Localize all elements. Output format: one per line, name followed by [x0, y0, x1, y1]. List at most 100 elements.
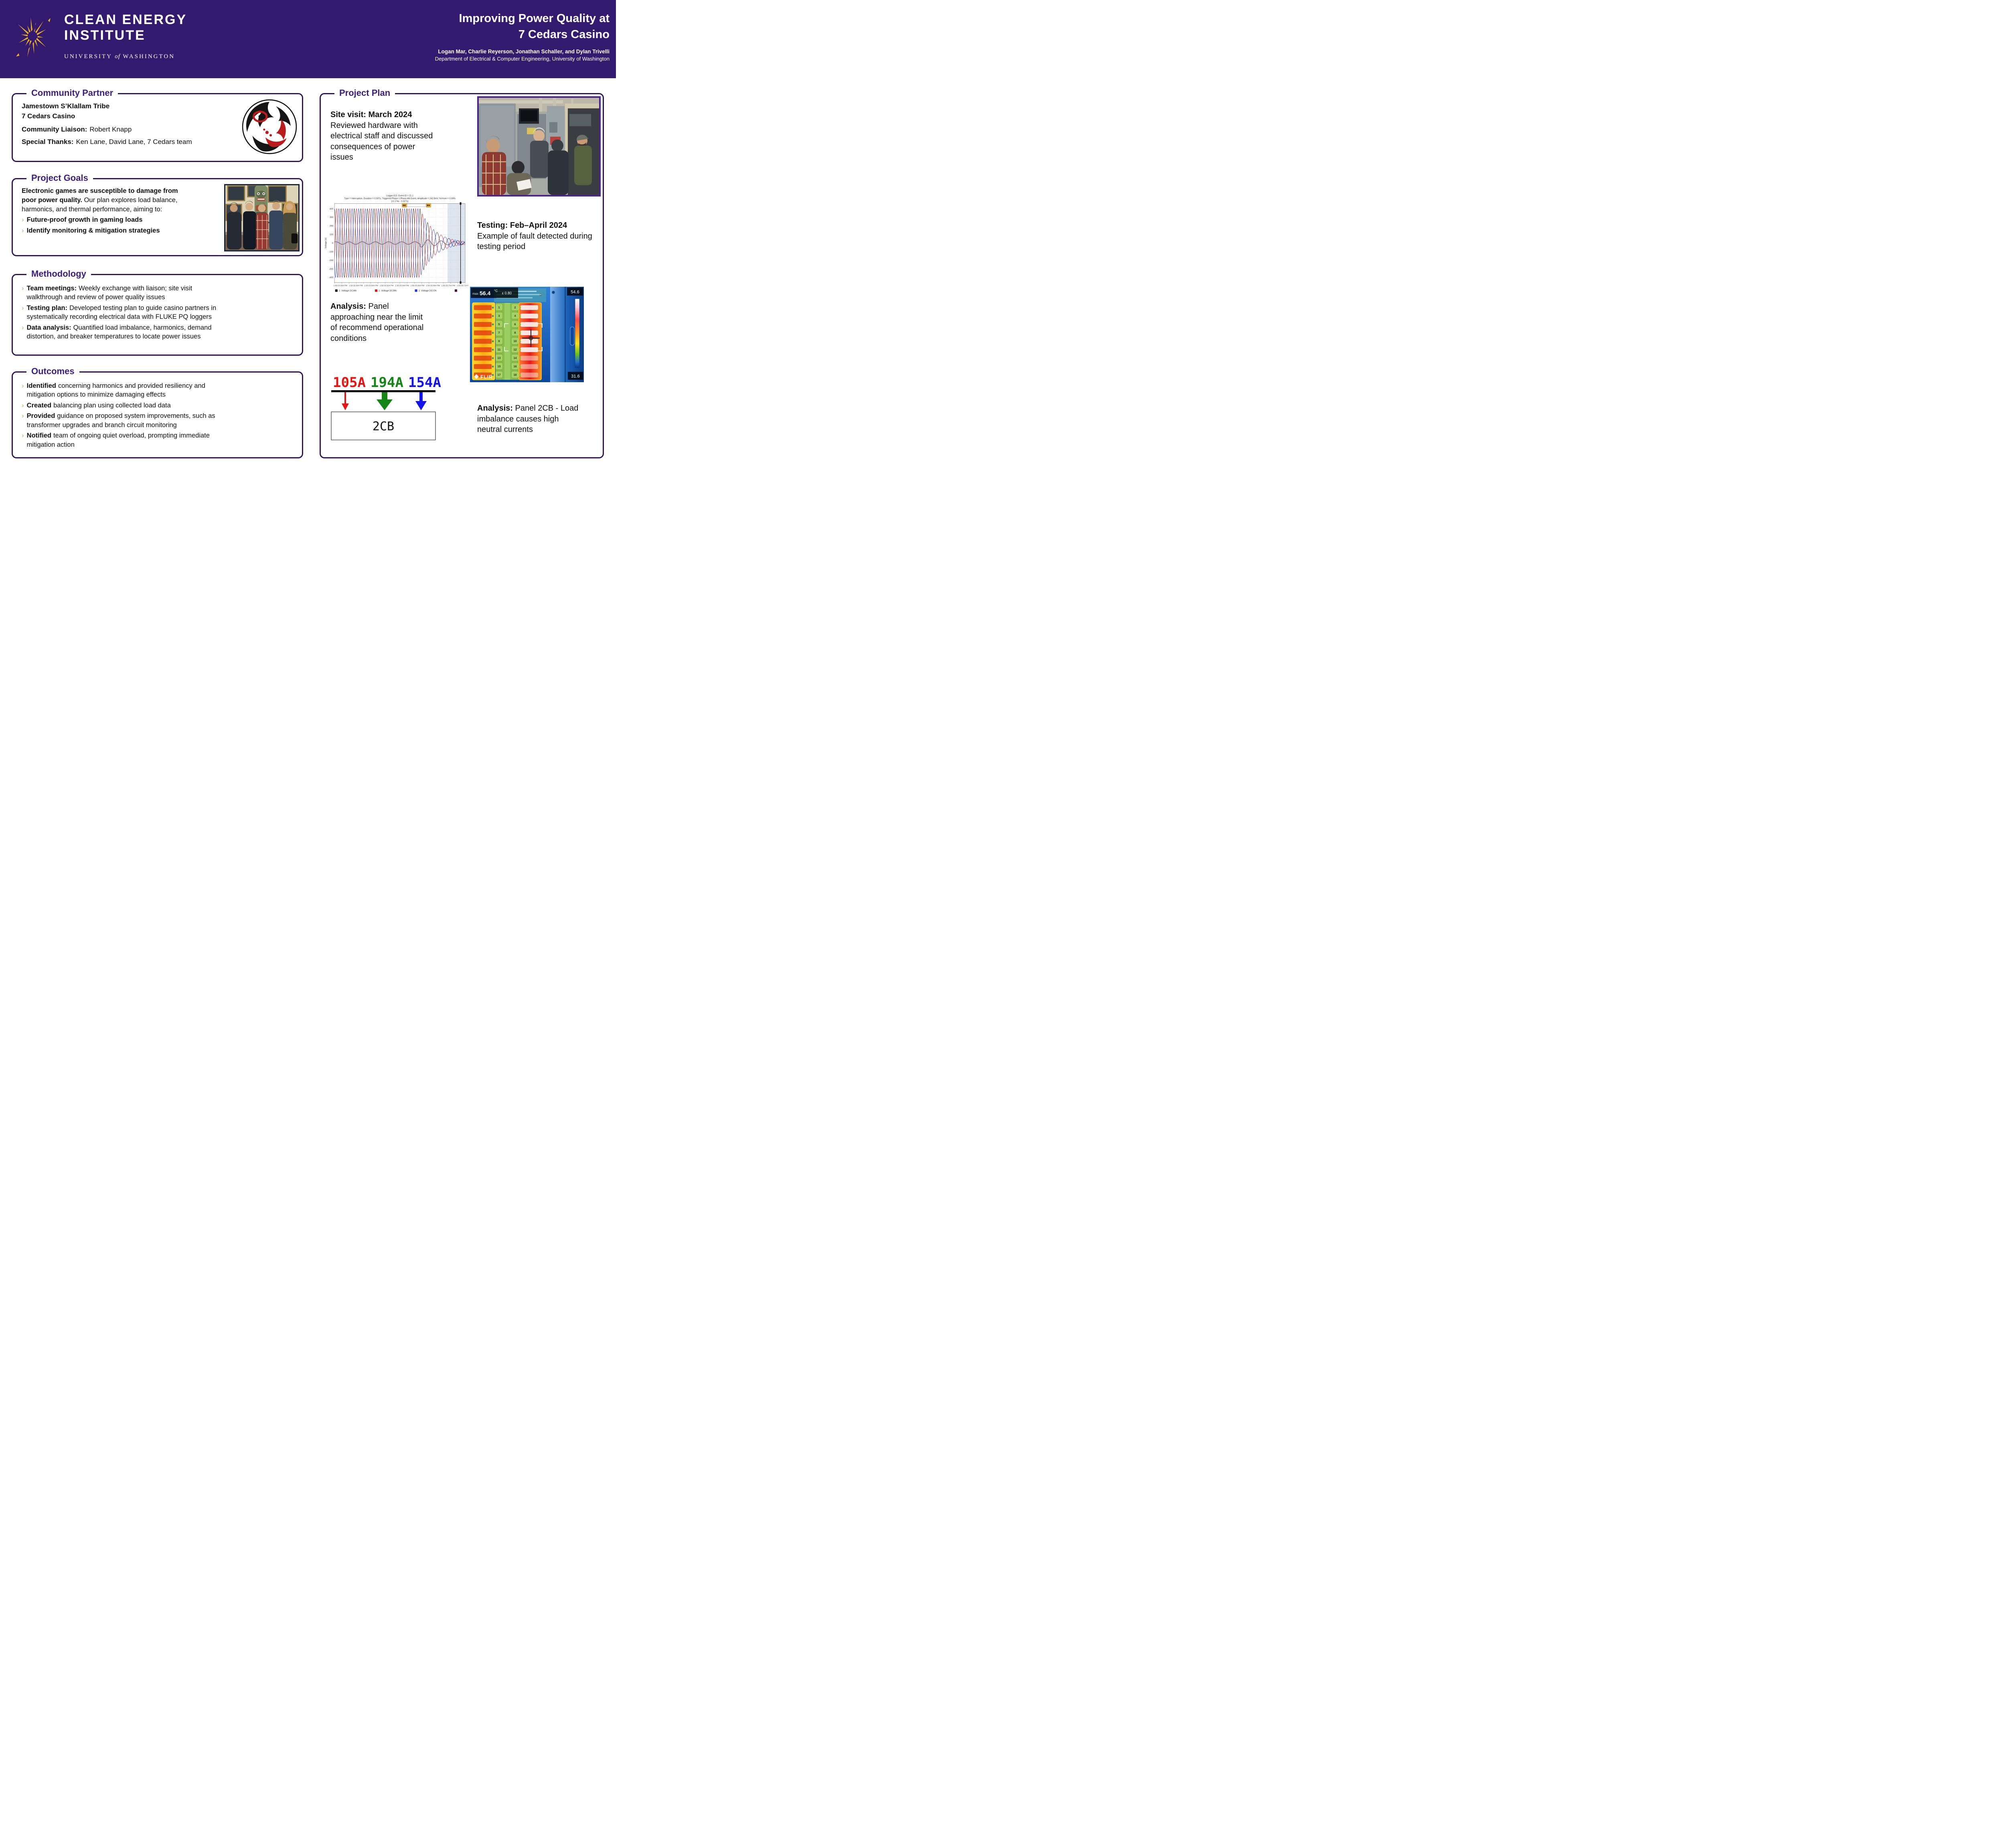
svg-text:400: 400 [330, 208, 333, 210]
svg-text:-200: -200 [329, 259, 333, 262]
header-title-block: Improving Power Quality at 7 Cedars Casi… [435, 10, 610, 62]
site-visit-heading: Site visit: March 2024 [330, 110, 412, 119]
svg-text:0: 0 [332, 242, 333, 245]
svg-text:12: 12 [514, 349, 517, 351]
svg-text:Logger.015: Event ID = 21.1: Logger.015: Event ID = 21.1 [386, 195, 413, 197]
university-word2: WASHINGTON [123, 53, 175, 60]
cei-starburst-icon [14, 10, 55, 65]
current-label-c: 154A [408, 375, 441, 391]
testing-text: Example of fault detected during testing… [477, 231, 592, 251]
outcomes-content: › Identified concerning harmonics and prov… [13, 373, 302, 457]
svg-text:18: 18 [514, 374, 517, 377]
methodology-content: › Team meetings: Weekly exchange with liai… [13, 275, 302, 355]
load-imbalance-diagram: 105A 194A 154A 2CB [330, 375, 448, 442]
team-group-photo [224, 184, 300, 251]
waveform-chart: Logger.015: Event ID = 21.1 Type = Interr… [323, 193, 471, 295]
svg-text:1:50:33.564 PM: 1:50:33.564 PM [334, 285, 348, 287]
svg-text:5: 5 [498, 323, 500, 326]
svg-text:1:50:33.684 PM: 1:50:33.684 PM [426, 285, 440, 287]
svg-text:[-0.174s - 0.027s]: [-0.174s - 0.027s] [391, 200, 409, 203]
tribe-logo [241, 98, 298, 155]
svg-text:7: 7 [498, 332, 500, 334]
outcomes-bullet-1: › Identified concerning harmonics and prov… [22, 381, 294, 399]
poster-root: CLEAN ENERGY INSTITUTE UNIVERSITY of WAS… [0, 0, 616, 462]
methodology-bullet-1-body: Weekly exchange with liaison; site visit… [26, 285, 192, 301]
outcomes-bullet-4: › Notified team of ongoing quiet overload,… [22, 431, 294, 449]
svg-text:14: 14 [514, 357, 517, 360]
svg-text:1:50:33.604 PM: 1:50:33.604 PM [364, 285, 378, 287]
outcomes-bullet-3-label: Provided [26, 412, 55, 420]
outcomes-bullet-2-text: Created balancing plan using collected lo… [27, 401, 171, 410]
phase-b-arrow-icon [377, 392, 393, 410]
header-banner: CLEAN ENERGY INSTITUTE UNIVERSITY of WAS… [0, 0, 616, 78]
poster-title: Improving Power Quality at 7 Cedars Casi… [435, 10, 610, 43]
testing-heading: Testing: Feb–April 2024 [477, 221, 567, 230]
svg-text:1:50:33.644 PM: 1:50:33.644 PM [395, 285, 409, 287]
thanks-value: Ken Lane, David Lane, 7 Cedars team [76, 138, 192, 146]
svg-text:Voltage [V]: Voltage [V] [325, 237, 327, 248]
analysis2-label: Analysis: [477, 404, 513, 413]
section-methodology: Methodology › Team meetings: Weekly exchan… [12, 269, 303, 356]
thermal-emissivity: ε 0.80 [502, 291, 512, 295]
methodology-bullet-2-label: Testing plan: [26, 304, 68, 312]
outcomes-bullet-2-label: Created [26, 401, 52, 409]
outcomes-title: Outcomes [26, 366, 79, 377]
section-outcomes: Outcomes › Identified concerning harmonics… [12, 366, 303, 458]
flir-logo: FLIR [480, 374, 493, 380]
phase-a-arrow-icon [342, 392, 349, 410]
logo-wordmark-line1: CLEAN ENERGY [64, 12, 187, 27]
chevron-bullet-icon: › [22, 226, 24, 234]
thanks-label: Special Thanks: [22, 138, 74, 146]
site-visit-photo [477, 96, 601, 197]
thermal-max-label: max [472, 292, 478, 296]
svg-text:1: Voltage [V] CN: 1: Voltage [V] CN [419, 290, 437, 292]
project-goals-title: Project Goals [26, 173, 93, 183]
analysis-2cb-paragraph: Analysis: Panel 2CB - Load imbalance cau… [477, 403, 584, 435]
svg-text:100: 100 [330, 234, 333, 236]
goals-bullet-2-text: Identify monitoring & mitigation strateg… [26, 227, 160, 234]
methodology-bullet-3: › Data analysis: Quantified load imbalance… [22, 323, 294, 341]
svg-text:1:50:33.704 PM: 1:50:33.704 PM [442, 285, 456, 287]
community-partner-content: Jamestown S’Klallam Tribe 7 Cedars Casin… [13, 94, 302, 161]
svg-text:11: 11 [498, 349, 501, 351]
methodology-bullet-2-text: Testing plan: Developed testing plan to g… [27, 304, 229, 322]
goals-bullet-1: › Future-proof growth in gaming loads [22, 215, 294, 224]
liaison-label: Community Liaison: [22, 126, 87, 134]
svg-text:1:50:33.724 PM: 1:50:33.724 PM [457, 285, 468, 287]
analysis1-text: Panel approaching near the limit of reco… [330, 302, 424, 343]
methodology-bullet-2-body: Developed testing plan to guide casino p… [26, 304, 217, 321]
partner-org-line1: Jamestown S’Klallam Tribe [22, 102, 110, 110]
svg-text:1:50:33.584 PM: 1:50:33.584 PM [349, 285, 363, 287]
methodology-bullet-1-text: Team meetings: Weekly exchange with liais… [27, 284, 229, 302]
logo-wordmark-line2: INSTITUTE [64, 28, 146, 43]
outcomes-bullet-1-label: Identified [26, 382, 57, 389]
svg-text:-400: -400 [329, 277, 333, 279]
cei-logo: CLEAN ENERGY INSTITUTE UNIVERSITY of WAS… [64, 12, 187, 60]
project-goals-content: Electronic games are susceptible to dama… [13, 179, 302, 255]
chevron-bullet-icon: › [22, 323, 24, 331]
section-community-partner: Community Partner Jamestown S’Klallam Tr… [12, 88, 303, 162]
svg-text:3: 3 [498, 315, 500, 318]
goals-bullet-1-text: Future-proof growth in gaming loads [26, 216, 143, 224]
goals-intro-bold: Electronic games are susceptible to dama… [22, 187, 178, 204]
liaison-value: Robert Knapp [89, 126, 132, 134]
thermal-max-value: 56.4 [480, 290, 490, 296]
authors: Logan Mar, Charlie Reyerson, Jonathan Sc… [438, 49, 610, 55]
svg-text:4: 4 [514, 315, 516, 318]
thermal-scale-min: 31.6 [571, 374, 579, 379]
svg-text:1: Voltage [V] AN: 1: Voltage [V] AN [339, 290, 356, 292]
partner-org-line2: 7 Cedars Casino [22, 112, 75, 120]
svg-text:8: 8 [514, 332, 516, 334]
svg-text:16: 16 [514, 365, 517, 368]
outcomes-bullet-1-body: concerning harmonics and provided resili… [26, 382, 205, 399]
panel-2cb-label: 2CB [373, 419, 394, 434]
poster-title-line2: 7 Cedars Casino [518, 28, 610, 41]
svg-text:300: 300 [330, 217, 333, 219]
methodology-bullet-3-label: Data analysis: [26, 324, 71, 331]
svg-text:200: 200 [330, 225, 333, 227]
thanks-line: Special Thanks: Ken Lane, David Lane, 7 C… [22, 138, 294, 146]
outcomes-bullet-3: › Provided guidance on proposed system imp… [22, 411, 294, 430]
chevron-bullet-icon: › [22, 216, 24, 224]
goals-intro-rest: Our plan explores load balance, harmonic… [22, 196, 178, 213]
